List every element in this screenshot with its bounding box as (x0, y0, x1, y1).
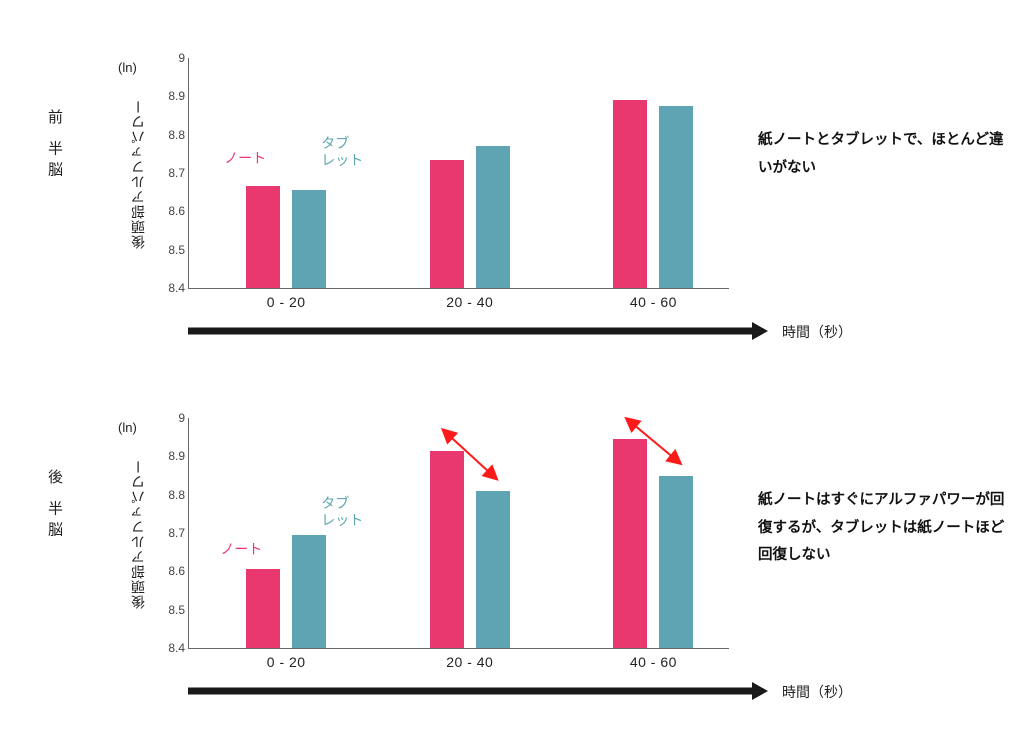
y-axis-unit: (ln) (118, 60, 137, 75)
series-label-note: ノート (224, 150, 266, 168)
top-row-label: 前 半脳 (44, 109, 65, 182)
diff-arrow-icon (189, 408, 729, 658)
y-tick: 8.8 (155, 488, 185, 502)
bottom-plot: 8.48.58.68.78.88.990 - 2020 - 4040 - 60ノ… (188, 418, 729, 649)
bottom-caption: 紙ノートはすぐにアルファパワーが回復するが、タブレットは紙ノートほど回復しない (758, 487, 1008, 570)
x-tick: 20 - 40 (446, 294, 493, 310)
y-tick: 9 (155, 51, 185, 65)
y-axis-unit: (ln) (118, 420, 137, 435)
y-tick: 8.5 (155, 603, 185, 617)
time-arrow-icon (188, 682, 768, 702)
y-axis-label: 後頭部アルファパワー (128, 459, 148, 609)
y-tick: 8.7 (155, 526, 185, 540)
y-tick: 8.4 (155, 281, 185, 295)
x-tick: 40 - 60 (630, 294, 677, 310)
y-axis-label: 後頭部アルファパワー (128, 99, 148, 249)
y-tick: 8.7 (155, 166, 185, 180)
bar-note (246, 186, 280, 288)
bottom-panel: 後 半脳 後頭部アルファパワー (ln) 8.48.58.68.78.88.990 -… (0, 388, 1024, 738)
bar-tablet (292, 190, 326, 288)
top-panel: 前 半脳後頭部アルファパワー(ln)8.48.58.68.78.88.990 -… (0, 28, 1024, 378)
top-caption: 紙ノートとタブレットで、ほとんど違いがない (758, 127, 1008, 182)
y-tick: 9 (155, 411, 185, 425)
x-axis-label: 時間（秒） (782, 322, 852, 342)
top-plot: 8.48.58.68.78.88.990 - 2020 - 4040 - 60ノ… (188, 58, 729, 289)
y-tick: 8.9 (155, 89, 185, 103)
bar-note (613, 100, 647, 288)
bottom-row-label: 後 半脳 (44, 469, 65, 542)
y-tick: 8.6 (155, 564, 185, 578)
y-tick: 8.5 (155, 243, 185, 257)
y-tick: 8.8 (155, 128, 185, 142)
bar-note (430, 160, 464, 288)
x-tick: 0 - 20 (267, 294, 306, 310)
x-axis-label: 時間（秒） (782, 682, 852, 702)
y-tick: 8.9 (155, 449, 185, 463)
series-label-tablet: タブ レット (321, 135, 363, 170)
y-tick: 8.4 (155, 641, 185, 655)
time-arrow-icon (188, 322, 768, 342)
bar-tablet (476, 146, 510, 288)
bar-tablet (659, 106, 693, 288)
y-tick: 8.6 (155, 204, 185, 218)
